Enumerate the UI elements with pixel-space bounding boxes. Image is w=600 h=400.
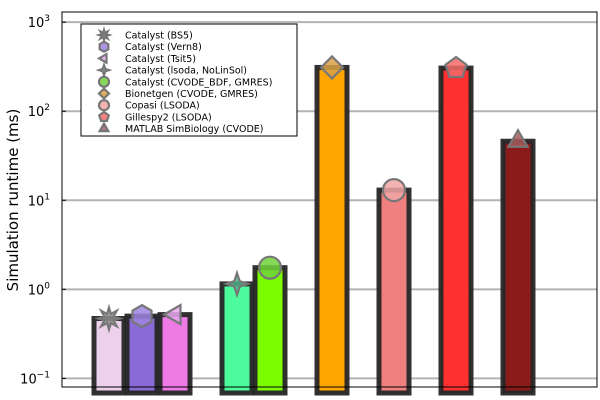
data-marker [131, 303, 153, 329]
legend-marker [97, 121, 111, 133]
markers [94, 54, 530, 334]
legend-item: Copasi (LSODA) [97, 99, 200, 112]
legend-item: Catalyst (Vern8) [98, 40, 202, 53]
legend-marker [98, 40, 110, 53]
data-marker [222, 269, 252, 299]
legend-item: Catalyst (Tsit5) [96, 52, 196, 65]
data-marker [506, 128, 530, 148]
bar [376, 187, 412, 396]
legend-label: Copasi (LSODA) [125, 101, 200, 112]
legend: Catalyst (BS5)Catalyst (Vern8)Catalyst (… [80, 23, 298, 137]
data-marker [94, 303, 124, 334]
data-marker [444, 55, 468, 79]
data-marker [161, 303, 182, 327]
y-tick-label: 100 [28, 281, 51, 298]
plot-frame [61, 11, 598, 388]
legend-label: Bionetgen (CVODE, GMRES) [125, 89, 258, 100]
bars [91, 64, 536, 396]
legend-marker [97, 75, 111, 88]
legend-marker [95, 61, 113, 79]
y-tick-label: 101 [28, 192, 50, 209]
bar [314, 64, 350, 396]
bar [157, 312, 193, 396]
y-tick-label: 103 [28, 14, 50, 31]
y-axis-label: Simulation runtime (ms) [4, 109, 22, 292]
legend-item: Catalyst (CVODE_BDF, GMRES) [97, 75, 272, 88]
legend-label: Catalyst (CVODE_BDF, GMRES) [125, 77, 272, 88]
legend-marker [97, 99, 111, 112]
y-axis-ticks: 10−1 100 101 102 103 [20, 14, 66, 387]
legend-item: Gillespy2 (LSODA) [97, 110, 212, 123]
data-marker [319, 54, 345, 80]
legend-label: Catalyst (lsoda, NoLinSol) [125, 66, 247, 77]
legend-label: Catalyst (Vern8) [125, 42, 202, 53]
legend-item: MATLAB SimBiology (CVODE) [97, 121, 264, 135]
legend-label: Catalyst (BS5) [125, 31, 193, 42]
legend-marker [96, 52, 108, 65]
bar [219, 281, 255, 396]
bar [252, 265, 288, 396]
legend-item: Bionetgen (CVODE, GMRES) [97, 86, 258, 101]
legend-marker [95, 26, 113, 44]
bar [500, 138, 536, 396]
legend-item: Catalyst (lsoda, NoLinSol) [95, 61, 247, 79]
data-marker [257, 255, 283, 280]
bar [438, 65, 474, 396]
legend-label: MATLAB SimBiology (CVODE) [125, 124, 264, 135]
y-tick-label: 102 [28, 103, 50, 120]
legend-marker [97, 86, 111, 101]
y-tick-label: 10−1 [20, 370, 50, 387]
legend-marker [97, 110, 111, 123]
legend-box [80, 23, 298, 137]
data-marker [381, 178, 407, 203]
legend-label: Catalyst (Tsit5) [125, 54, 196, 65]
legend-item: Catalyst (BS5) [95, 26, 193, 44]
legend-label: Gillespy2 (LSODA) [125, 112, 212, 123]
